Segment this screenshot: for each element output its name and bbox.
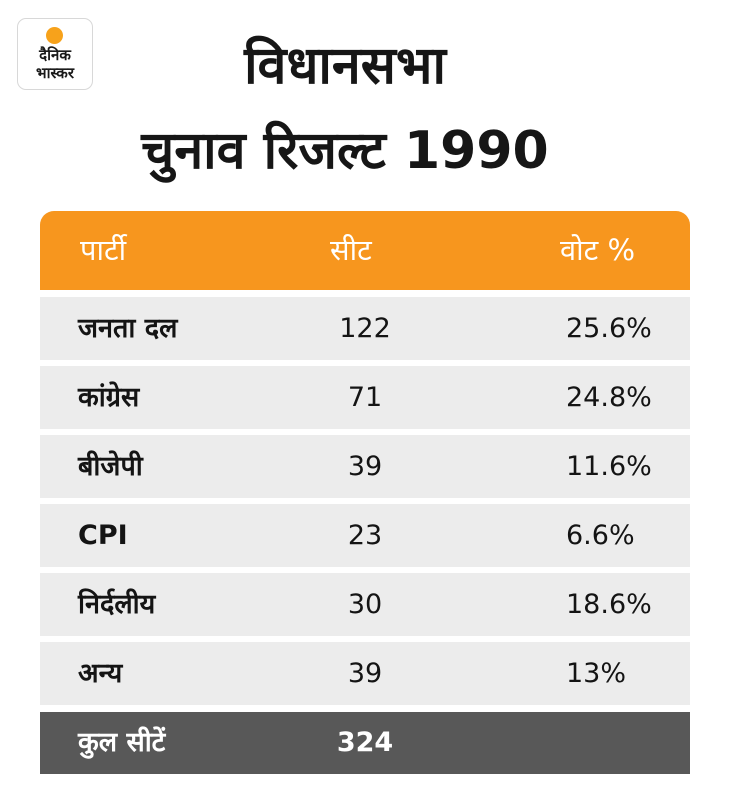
vote-cell: 25.6%	[566, 313, 652, 344]
party-cell: जनता दल	[78, 313, 178, 344]
logo-text-line1: दैनिक	[39, 46, 71, 64]
page-title-line2: चुनाव रिजल्ट 1990	[141, 121, 549, 181]
vote-cell: 6.6%	[566, 520, 635, 551]
column-header-vote: वोट %	[560, 233, 636, 267]
column-header-party: पार्टी	[80, 233, 127, 267]
party-cell: CPI	[78, 520, 128, 551]
party-cell: अन्य	[78, 658, 123, 689]
vote-cell: 18.6%	[566, 589, 652, 620]
dainik-bhaskar-logo: दैनिक भास्कर	[17, 18, 93, 90]
page-title-line1: विधानसभा	[244, 36, 446, 96]
seats-cell: 122	[339, 313, 391, 344]
total-seats: 324	[336, 727, 394, 758]
table-row: अन्य 39 13%	[40, 642, 690, 705]
seats-cell: 71	[347, 382, 383, 413]
table-row: निर्दलीय 30 18.6%	[40, 573, 690, 636]
seats-cell: 39	[347, 658, 383, 689]
logo-text-line2: भास्कर	[36, 64, 74, 82]
party-cell: निर्दलीय	[78, 589, 156, 620]
table-row: CPI 23 6.6%	[40, 504, 690, 567]
party-cell: कांग्रेस	[78, 382, 140, 413]
seats-cell: 23	[347, 520, 383, 551]
sun-icon	[46, 27, 63, 44]
table-row: बीजेपी 39 11.6%	[40, 435, 690, 498]
table-header: पार्टी सीट वोट %	[40, 211, 690, 290]
vote-cell: 11.6%	[566, 451, 652, 482]
results-table: पार्टी सीट वोट % जनता दल 122 25.6% कांग्…	[40, 211, 690, 774]
vote-cell: 24.8%	[566, 382, 652, 413]
seats-cell: 30	[347, 589, 383, 620]
table-row: जनता दल 122 25.6%	[40, 297, 690, 360]
column-header-seats: सीट	[330, 233, 372, 267]
total-label: कुल सीटें	[78, 727, 166, 758]
party-cell: बीजेपी	[78, 451, 143, 482]
total-row: कुल सीटें 324	[40, 712, 690, 774]
vote-cell: 13%	[566, 658, 627, 689]
seats-cell: 39	[347, 451, 383, 482]
table-row: कांग्रेस 71 24.8%	[40, 366, 690, 429]
